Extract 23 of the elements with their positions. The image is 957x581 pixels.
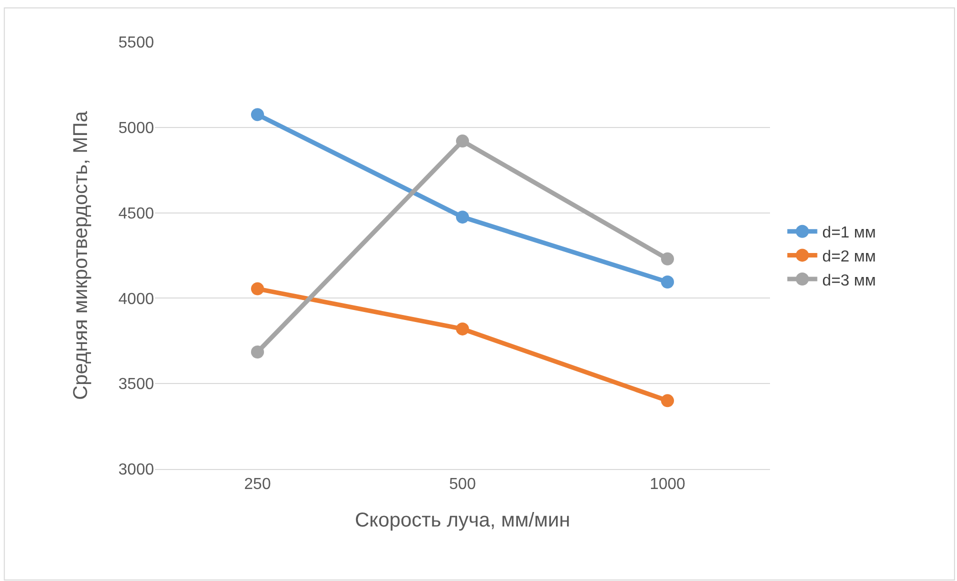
x-axis-title: Скорость луча, мм/мин [354, 510, 570, 532]
point [661, 252, 674, 266]
y-tick-label: 3000 [118, 462, 154, 479]
y-tick-label: 4500 [118, 205, 154, 222]
legend-label: d=2 мм [822, 248, 876, 266]
point [251, 346, 264, 358]
point [661, 394, 674, 408]
y-tick-label: 5500 [118, 34, 154, 52]
point [251, 282, 264, 296]
point [251, 108, 264, 122]
legend-label: d=3 мм [822, 272, 876, 290]
y-tick-label: 4000 [118, 290, 154, 308]
point [661, 275, 674, 288]
y-tick-label: 5000 [118, 120, 154, 137]
point [456, 322, 469, 336]
y-tick-label: 3500 [118, 376, 154, 394]
point [456, 210, 469, 224]
x-tick-label: 500 [449, 476, 476, 494]
legend-label: d=1 мм [822, 224, 876, 242]
point [456, 134, 469, 148]
x-tick-label: 1000 [650, 476, 686, 494]
x-tick-label: 250 [244, 476, 271, 494]
y-axis-title: Средняя микротвердость, МПа [70, 110, 92, 400]
